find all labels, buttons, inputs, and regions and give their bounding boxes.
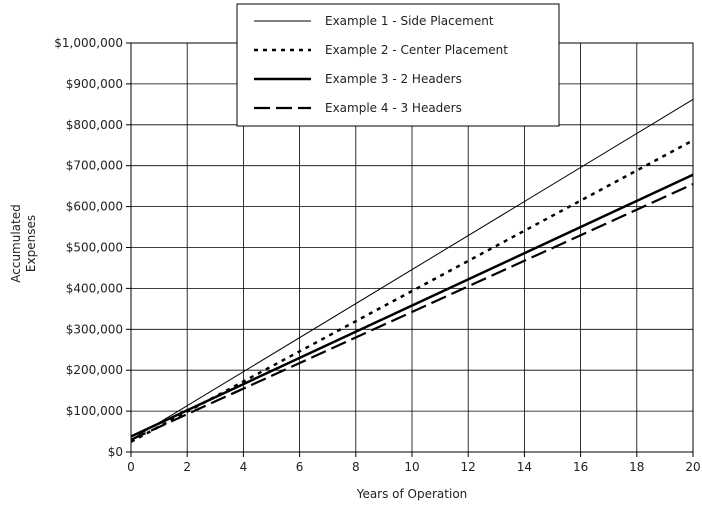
y-axis-title-line-1: Accumulated xyxy=(9,204,23,283)
series-line-3 xyxy=(130,173,694,438)
axis-layer: $0 $100,000 $200,000 $300,000 $400,000 $500,0… xyxy=(54,36,700,474)
legend-label-2: Example 2 - Center Placement xyxy=(325,43,508,57)
legend-label-1: Example 1 - Side Placement xyxy=(325,14,494,28)
y-axis-title: Accumulated Expenses xyxy=(9,204,38,283)
y-tick-label: $900,000 xyxy=(66,77,123,91)
y-tick-label: $1,000,000 xyxy=(54,36,123,50)
x-tick-label: 16 xyxy=(573,460,588,474)
legend-label-4: Example 4 - 3 Headers xyxy=(325,101,462,115)
y-tick-label: $200,000 xyxy=(66,363,123,377)
series-line-4 xyxy=(130,183,694,441)
x-tick-label: 8 xyxy=(352,460,360,474)
y-tick-label: $700,000 xyxy=(66,159,123,173)
y-tick-label: $300,000 xyxy=(66,322,123,336)
x-tick-label: 4 xyxy=(240,460,248,474)
legend: Example 1 - Side Placement Example 2 - Ce… xyxy=(236,3,560,127)
y-tick-label: $0 xyxy=(108,445,123,459)
x-tick-label: 12 xyxy=(461,460,476,474)
x-tick-label: 2 xyxy=(183,460,191,474)
x-tick-label: 6 xyxy=(296,460,304,474)
y-tick-label: $500,000 xyxy=(66,241,123,255)
series-line-2 xyxy=(130,139,694,443)
y-tick-label: $400,000 xyxy=(66,281,123,295)
y-tick-label: $800,000 xyxy=(66,118,123,132)
x-tick-label: 20 xyxy=(685,460,700,474)
x-tick-label: 14 xyxy=(517,460,532,474)
y-tick-label: $100,000 xyxy=(66,404,123,418)
x-tick-label: 10 xyxy=(404,460,419,474)
y-tick-label: $600,000 xyxy=(66,200,123,214)
x-axis-title: Years of Operation xyxy=(356,487,468,501)
x-tick-label: 18 xyxy=(629,460,644,474)
series-line-1 xyxy=(130,99,694,441)
y-axis-title-line-2: Expenses xyxy=(24,215,38,272)
legend-box xyxy=(236,3,560,127)
x-tick-label: 0 xyxy=(127,460,135,474)
series-layer xyxy=(130,99,694,443)
legend-label-3: Example 3 - 2 Headers xyxy=(325,72,462,86)
